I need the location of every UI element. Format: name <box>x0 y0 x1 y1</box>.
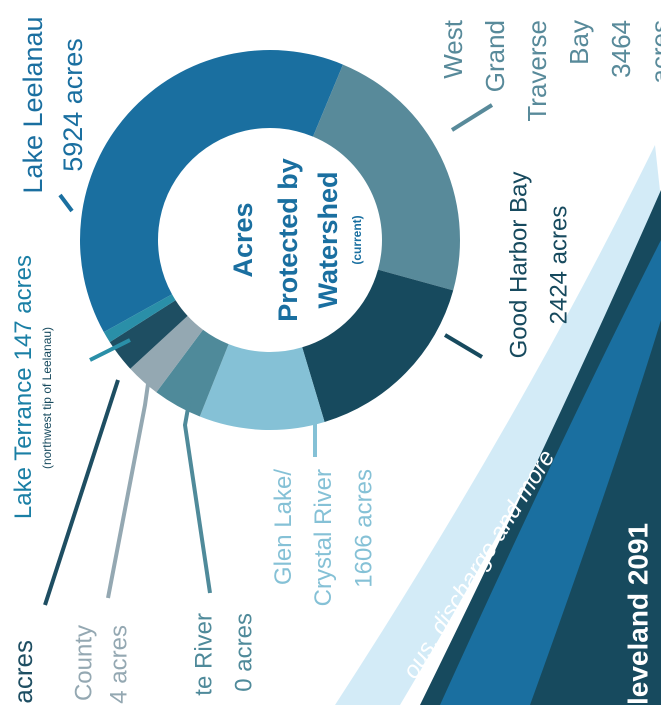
slice <box>199 344 325 430</box>
slice <box>103 294 176 343</box>
category-label: County <box>70 625 97 701</box>
slice <box>313 64 460 291</box>
slice <box>80 50 343 333</box>
value-label: 24 acres <box>8 640 38 705</box>
leader-line <box>182 396 212 594</box>
category-label: te River <box>190 613 217 696</box>
band-blue <box>440 240 661 705</box>
chart-subtitle: (current) <box>350 215 364 264</box>
band-title: leveland 2091 <box>622 523 653 705</box>
value-label: 1606 acres <box>350 469 377 588</box>
slice <box>109 300 188 369</box>
rotated-frame: leveland 2091 Acres Protected by Watershed… <box>8 16 661 705</box>
leader-line <box>443 333 484 359</box>
category-label: Lake Leelanau <box>18 16 48 193</box>
chart-title: Protected by <box>273 158 303 322</box>
category-label: Lake Terrance <box>10 367 37 519</box>
band-dark <box>420 190 661 705</box>
value-label: 2424 acres <box>545 206 572 325</box>
slice <box>156 329 229 417</box>
value-label: 5924 acres <box>58 38 88 172</box>
category-label: West Grand Traverse Bay <box>438 19 594 121</box>
leader-line <box>89 338 131 362</box>
slice <box>302 269 454 422</box>
label-note: (northwest tip of Leelanau) <box>40 327 54 469</box>
chart-title: Watershed <box>313 171 343 308</box>
value-label: 147 acres <box>10 255 37 360</box>
leader-line <box>450 103 494 132</box>
leader-line <box>106 369 152 599</box>
chart-title: Acres <box>228 202 258 277</box>
value-label: 3464 acres <box>606 20 661 84</box>
leader-line <box>43 379 120 606</box>
category-label: Good Harbor Bay <box>505 172 532 359</box>
value-label: 0 acres <box>230 613 257 692</box>
category-label: Glen Lake/Crystal River <box>270 469 337 607</box>
value-label: 4 acres <box>105 625 132 704</box>
label: Lake Terrance 147 acres <box>10 255 37 519</box>
band-light <box>335 145 661 705</box>
leader-line <box>58 193 74 213</box>
